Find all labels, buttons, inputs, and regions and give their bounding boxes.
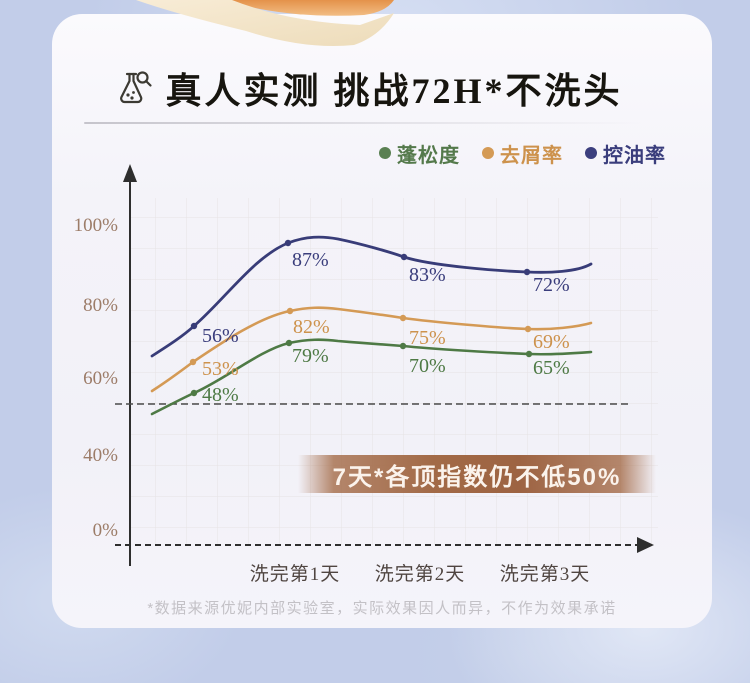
chart-legend: 蓬松度 去屑率 控油率 <box>379 139 666 168</box>
y-tick-80: 80% <box>83 295 118 316</box>
value-label: 56% <box>202 325 239 347</box>
y-tick-60: 60% <box>83 368 118 389</box>
legend-label: 控油率 <box>603 144 666 167</box>
legend-item-dandruff: 去屑率 <box>482 139 563 168</box>
page-header: 真人实测 挑战72H*不洗头 <box>38 62 698 114</box>
page-title: 真人实测 挑战72H*不洗头 <box>165 71 623 111</box>
point-labels-fluffiness: 48% 79% 70% 65% <box>202 345 570 406</box>
value-label: 65% <box>533 357 570 379</box>
value-label: 70% <box>409 355 446 377</box>
value-label: 83% <box>409 264 446 286</box>
y-tick-labels: 100% 80% 60% 40% 0% <box>74 215 119 541</box>
x-axis-arrow-icon <box>637 537 654 553</box>
y-axis <box>123 164 137 566</box>
x-tick-day1: 洗完第1天 <box>250 563 341 585</box>
data-points-oil-control <box>190 239 531 330</box>
disclaimer-footnote: *数据来源优妮内部实验室，实际效果因人而异，不作为效果承诺 <box>147 600 617 617</box>
point-labels-dandruff: 53% 82% 75% 69% <box>202 316 570 380</box>
product-cream-shape <box>136 0 394 47</box>
legend-label: 去屑率 <box>500 144 563 167</box>
value-label: 69% <box>533 331 570 353</box>
value-label: 53% <box>202 358 239 380</box>
product-image-remnant <box>136 0 394 47</box>
data-points-dandruff <box>189 307 532 366</box>
value-label: 79% <box>292 345 329 367</box>
lab-flask-magnifier-icon <box>120 71 153 104</box>
legend-item-fluffiness: 蓬松度 <box>379 139 460 168</box>
header-divider <box>84 122 644 124</box>
legend-label: 蓬松度 <box>397 144 460 167</box>
threshold-banner: 7天*各顶指数仍不低50% <box>298 455 656 493</box>
y-tick-100: 100% <box>74 215 119 236</box>
legend-dot-green <box>379 147 391 159</box>
x-tick-day3: 洗完第3天 <box>500 563 591 585</box>
legend-dot-orange <box>482 147 494 159</box>
x-tick-labels: 洗完第1天 洗完第2天 洗完第3天 <box>250 563 591 585</box>
y-tick-40: 40% <box>83 445 118 466</box>
value-label: 87% <box>292 249 329 271</box>
y-tick-0: 0% <box>93 520 119 541</box>
value-label: 72% <box>533 274 570 296</box>
value-label: 75% <box>409 327 446 349</box>
value-label: 82% <box>293 316 330 338</box>
legend-dot-navy <box>585 147 597 159</box>
x-tick-day2: 洗完第2天 <box>375 563 466 585</box>
data-points-fluffiness <box>190 339 533 397</box>
product-orange-shape <box>220 0 394 16</box>
point-labels-oil-control: 56% 87% 83% 72% <box>202 249 570 347</box>
legend-item-oil-control: 控油率 <box>585 139 666 168</box>
value-label: 48% <box>202 384 239 406</box>
y-axis-arrow-icon <box>123 164 137 182</box>
x-axis <box>115 537 654 553</box>
